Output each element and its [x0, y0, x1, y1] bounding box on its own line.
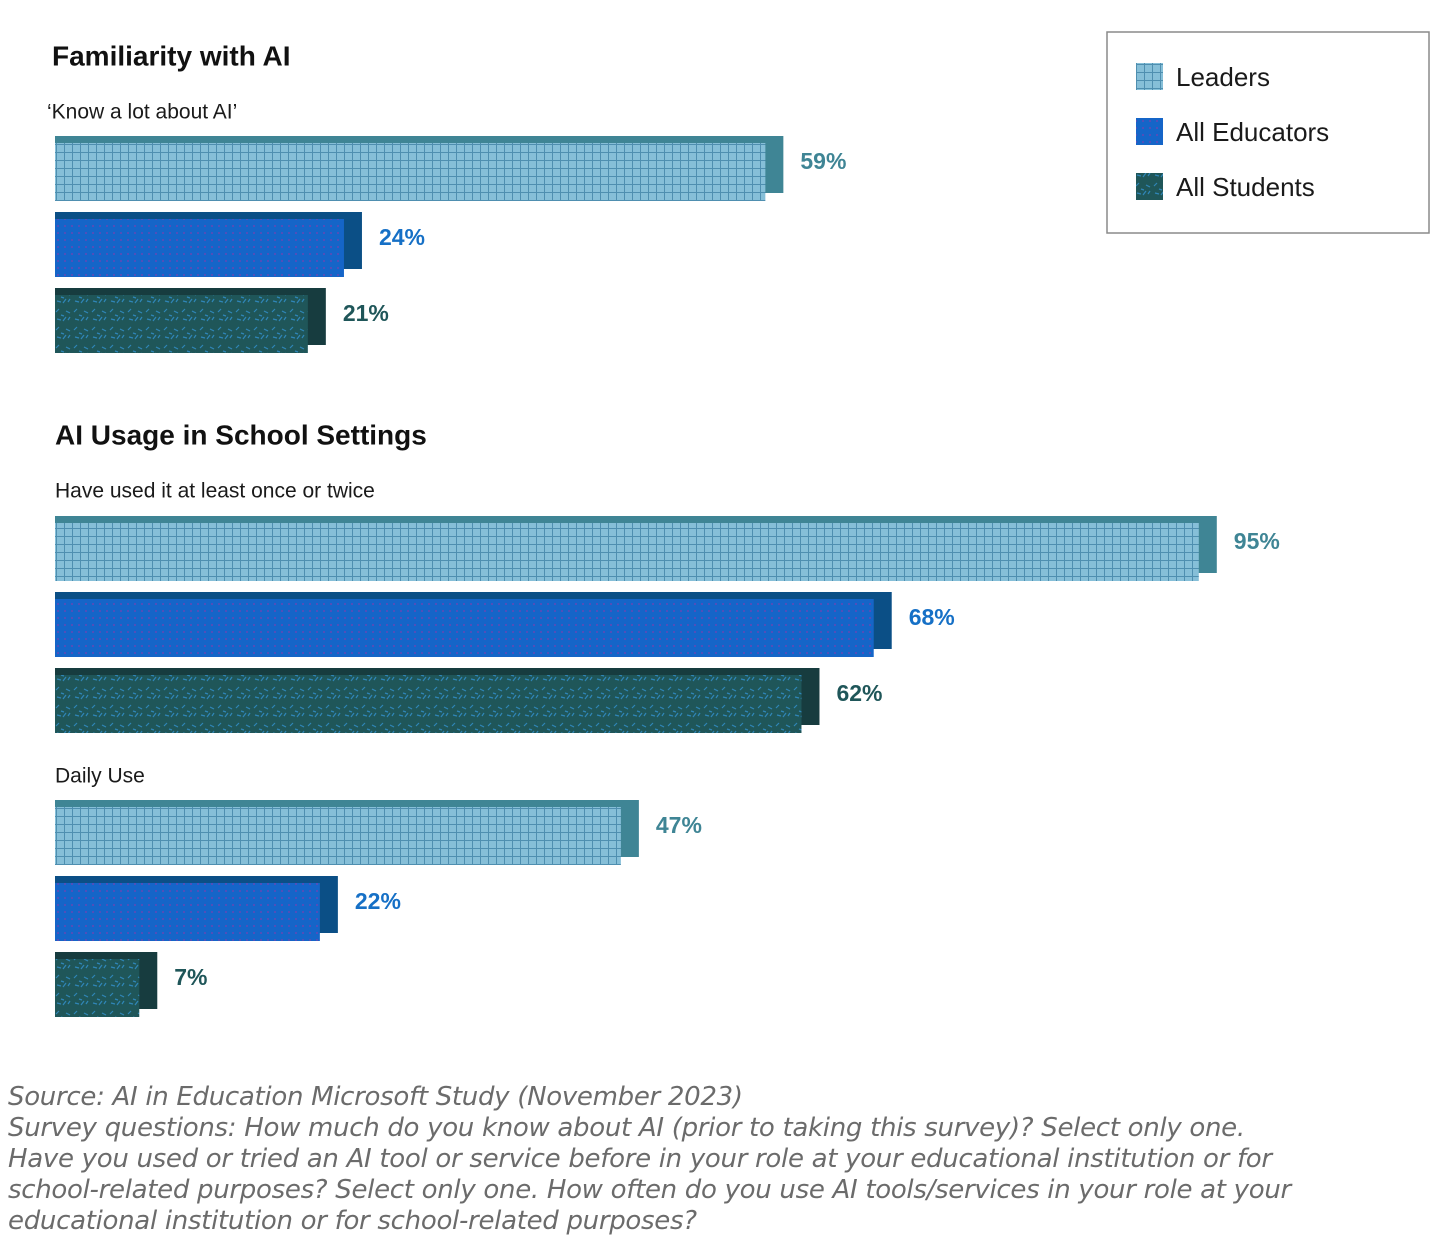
- footnote-line: school-related purposes? Select only one…: [8, 1175, 1291, 1205]
- section-title: AI Usage in School Settings: [55, 419, 427, 450]
- legend-label-leaders: Leaders: [1176, 62, 1270, 92]
- legend-swatch-students: [1136, 173, 1163, 200]
- group-label: Have used it at least once or twice: [55, 480, 375, 503]
- footnote-line: Have you used or tried an AI tool or ser…: [8, 1144, 1272, 1174]
- bar-students: [55, 295, 308, 353]
- bar-educators: [55, 883, 320, 941]
- bar-leaders: [55, 807, 621, 865]
- group-label: ‘Know a lot about AI’: [47, 101, 237, 124]
- value-label-students: 21%: [343, 300, 389, 326]
- bars-layer: Familiarity with AI ‘Know a lot about AI’…: [47, 40, 1280, 1017]
- footnote: Source: AI in Education Microsoft Study …: [8, 1082, 1428, 1237]
- value-label-students: 7%: [174, 964, 207, 990]
- legend-label-students: All Students: [1176, 172, 1315, 202]
- footnote-line: Survey questions: How much do you know a…: [8, 1113, 1245, 1143]
- value-label-leaders: 59%: [800, 148, 846, 174]
- bar-students: [55, 959, 140, 1017]
- bar-leaders: [55, 523, 1199, 581]
- footnote-source: Source: AI in Education Microsoft Study …: [8, 1082, 743, 1112]
- group-label: Daily Use: [55, 765, 145, 788]
- value-label-educators: 24%: [379, 224, 425, 250]
- value-label-students: 62%: [836, 680, 882, 706]
- value-label-leaders: 47%: [656, 812, 702, 838]
- value-label-educators: 22%: [355, 888, 401, 914]
- value-label-educators: 68%: [909, 604, 955, 630]
- bar-students: [55, 675, 802, 733]
- legend-swatch-leaders: [1136, 63, 1163, 90]
- bar-educators: [55, 219, 344, 277]
- legend-label-educators: All Educators: [1176, 117, 1329, 147]
- footnote-line: educational institution or for school-re…: [8, 1206, 697, 1236]
- value-label-leaders: 95%: [1234, 528, 1280, 554]
- bar-chart: Familiarity with AI ‘Know a lot about AI’…: [47, 31, 1430, 1017]
- legend-swatch-educators: [1136, 118, 1163, 145]
- bar-educators: [55, 599, 874, 657]
- legend: Leaders All Educators All Students: [1106, 31, 1430, 234]
- bar-leaders: [55, 143, 766, 201]
- section-title: Familiarity with AI: [52, 40, 291, 71]
